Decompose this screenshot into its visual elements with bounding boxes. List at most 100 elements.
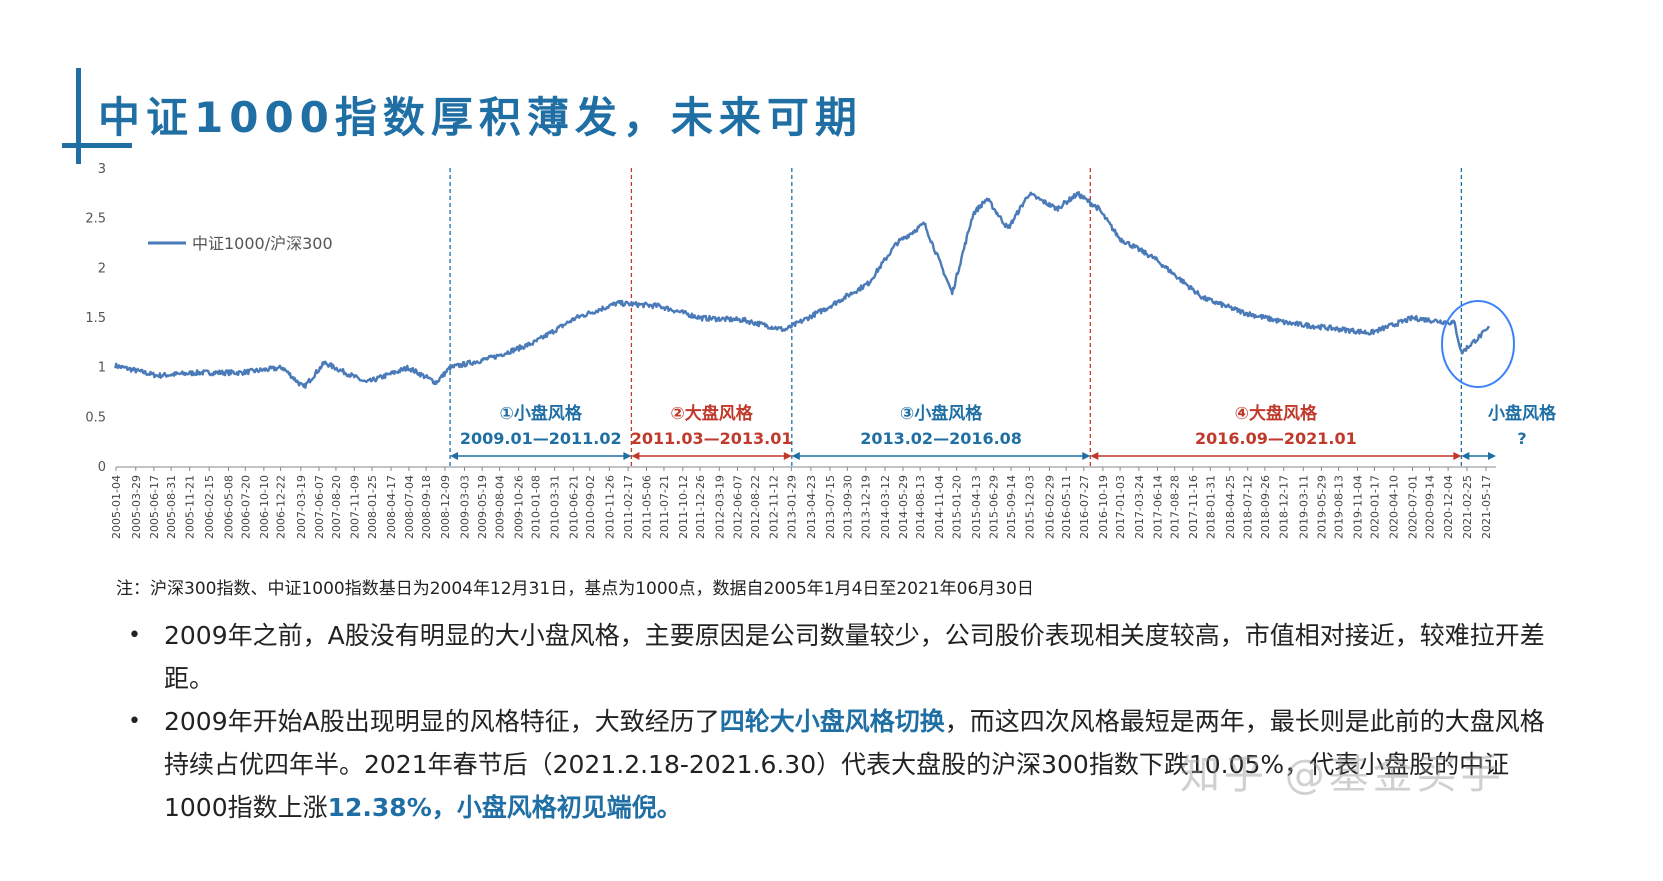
region-range: ? (1517, 429, 1526, 448)
region-range: 2013.02—2016.08 (860, 429, 1022, 448)
x-tick-label: 2015-12-03 (1023, 475, 1036, 539)
x-tick-label: 2010-01-08 (529, 475, 542, 539)
bullet-item-2: • 2009年开始A股出现明显的风格特征，大致经历了四轮大小盘风格切换，而这四次… (128, 700, 1548, 829)
region-range: 2016.09—2021.01 (1195, 429, 1357, 448)
x-tick-label: 2019-03-11 (1297, 475, 1310, 539)
x-tick-label: 2011-05-06 (641, 475, 654, 539)
bullet-text-part: ，而这四次风格最短是两年，最长则是此前的大盘风格持续占优四年半。2021年春节后… (164, 707, 1545, 822)
title-accent-bar-horizontal (62, 143, 132, 148)
x-tick-label: 2016-02-29 (1043, 475, 1056, 539)
x-tick-label: 2012-06-07 (731, 475, 744, 539)
bullet-dot: • (128, 623, 141, 648)
x-tick-label: 2012-11-12 (767, 475, 780, 539)
legend-label: 中证1000/沪深300 (192, 234, 333, 253)
x-tick-label: 2005-01-04 (110, 475, 123, 539)
region-arrow-head (1453, 452, 1462, 460)
x-tick-label: 2020-07-01 (1407, 475, 1420, 539)
x-tick-label: 2021-02-25 (1461, 475, 1474, 539)
y-tick-label: 2.5 (85, 212, 106, 227)
x-tick-label: 2014-03-12 (879, 475, 892, 539)
x-tick-label: 2018-01-31 (1204, 475, 1217, 539)
x-tick-label: 2018-04-25 (1224, 475, 1237, 539)
x-tick-label: 2007-06-07 (313, 475, 326, 539)
x-tick-label: 2010-11-26 (603, 475, 616, 539)
x-tick-label: 2019-05-29 (1315, 475, 1328, 539)
x-tick-label: 2011-10-12 (677, 475, 690, 539)
x-tick-label: 2007-03-19 (295, 475, 308, 539)
x-tick-label: 2015-09-14 (1005, 475, 1018, 539)
y-tick-label: 0.5 (85, 410, 106, 425)
x-tick-label: 2005-06-17 (148, 475, 161, 539)
x-tick-label: 2020-01-17 (1368, 475, 1381, 539)
x-tick-label: 2011-12-26 (694, 475, 707, 539)
region-arrow-head (783, 452, 792, 460)
region-arrow-head (450, 452, 459, 460)
x-tick-label: 2019-11-04 (1351, 475, 1364, 539)
x-tick-label: 2014-05-29 (897, 475, 910, 539)
x-tick-label: 2006-10-10 (258, 475, 271, 539)
x-tick-label: 2009-10-26 (513, 475, 526, 539)
x-tick-label: 2006-05-08 (223, 475, 236, 539)
x-tick-label: 2007-11-09 (348, 475, 361, 539)
x-tick-label: 2017-03-24 (1133, 475, 1146, 539)
region-label: ②大盘风格 (670, 403, 753, 424)
x-tick-label: 2006-02-15 (203, 475, 216, 539)
bullet-text: 2009年开始A股出现明显的风格特征，大致经历了四轮大小盘风格切换，而这四次风格… (164, 700, 1548, 829)
x-tick-label: 2014-08-13 (914, 475, 927, 539)
x-tick-label: 2016-10-19 (1097, 475, 1110, 539)
x-tick-label: 2017-08-28 (1169, 475, 1182, 539)
x-tick-label: 2010-03-31 (549, 475, 562, 539)
x-tick-label: 2013-07-15 (824, 475, 837, 539)
x-tick-label: 2013-09-30 (841, 475, 854, 539)
y-tick-label: 3 (98, 162, 106, 177)
x-tick-label: 2013-12-19 (860, 475, 873, 539)
region-label: ①小盘风格 (500, 403, 583, 424)
region-range: 2009.01—2011.02 (460, 429, 622, 448)
y-tick-label: 1.5 (85, 311, 106, 326)
x-tick-label: 2005-11-21 (184, 475, 197, 539)
x-tick-label: 2008-12-09 (439, 475, 452, 539)
title-accent-bar-vertical (76, 68, 81, 164)
x-tick-label: 2012-08-22 (749, 475, 762, 539)
highlight-small-cap: 12.38%，小盘风格初见端倪。 (327, 793, 682, 822)
x-tick-label: 2018-12-17 (1278, 475, 1291, 539)
x-tick-label: 2005-08-31 (165, 475, 178, 539)
x-tick-label: 2015-04-13 (970, 475, 983, 539)
y-tick-label: 2 (98, 261, 106, 276)
region-label: ③小盘风格 (900, 403, 983, 424)
region-arrow-head (623, 452, 632, 460)
x-tick-label: 2009-03-03 (458, 475, 471, 539)
x-tick-label: 2008-01-25 (366, 475, 379, 539)
x-tick-label: 2006-07-20 (239, 475, 252, 539)
region-label: 小盘风格 (1488, 403, 1557, 424)
x-tick-label: 2018-07-12 (1242, 475, 1255, 539)
chart-note: 注：沪深300指数、中证1000指数基日为2004年12月31日，基点为1000… (116, 579, 1034, 599)
x-tick-label: 2008-04-17 (385, 475, 398, 539)
x-tick-label: 2008-09-18 (420, 475, 433, 539)
region-label: ④大盘风格 (1235, 403, 1318, 424)
x-tick-label: 2015-06-29 (988, 475, 1001, 539)
x-tick-label: 2008-07-04 (403, 475, 416, 539)
watermark: 知乎 @基金买手 (1180, 752, 1505, 798)
x-tick-label: 2013-04-23 (805, 475, 818, 539)
bullet-item-1: • 2009年之前，A股没有明显的大小盘风格，主要原因是公司数量较少，公司股价表… (128, 614, 1548, 700)
x-tick-label: 2009-05-19 (476, 475, 489, 539)
highlight-circle (1441, 300, 1515, 388)
x-tick-label: 2010-09-02 (584, 475, 597, 539)
region-arrow-head (791, 452, 800, 460)
x-tick-label: 2009-08-04 (494, 475, 507, 539)
region-arrow-head (631, 452, 640, 460)
series-line (114, 190, 1491, 389)
x-tick-label: 2019-08-13 (1333, 475, 1346, 539)
x-tick-label: 2010-06-21 (567, 475, 580, 539)
x-tick-label: 2016-07-27 (1078, 475, 1091, 539)
x-tick-label: 2018-09-26 (1259, 475, 1272, 539)
x-tick-label: 2020-12-04 (1442, 475, 1455, 539)
region-arrow-head (1461, 452, 1470, 460)
x-tick-label: 2021-05-17 (1480, 475, 1493, 539)
region-arrow-head (1082, 452, 1091, 460)
x-tick-label: 2017-06-14 (1152, 475, 1165, 539)
x-tick-label: 2015-01-20 (951, 475, 964, 539)
x-tick-label: 2017-01-03 (1114, 475, 1127, 539)
region-arrow-head (1488, 452, 1496, 460)
